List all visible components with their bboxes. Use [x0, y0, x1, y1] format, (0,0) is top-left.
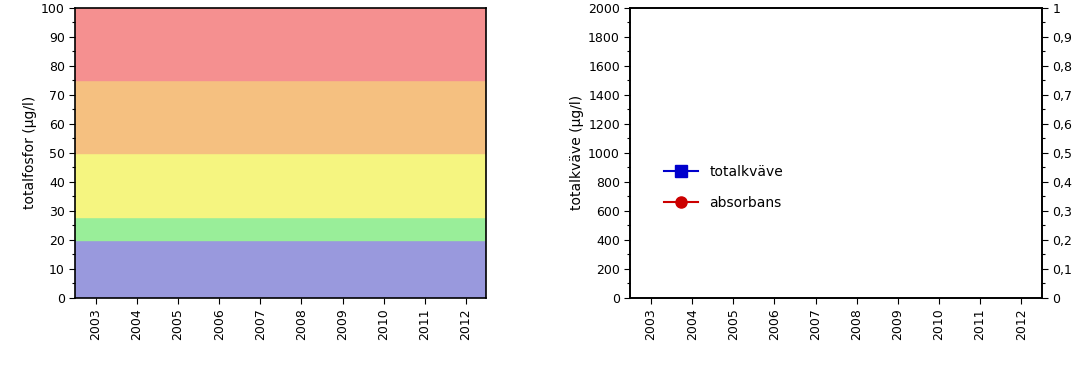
- Y-axis label: totalfosfor (µg/l): totalfosfor (µg/l): [23, 96, 37, 209]
- Bar: [75, 153, 487, 217]
- Legend: totalkväve, absorbans: totalkväve, absorbans: [658, 160, 788, 215]
- Y-axis label: totalkväve (µg/l): totalkväve (µg/l): [570, 95, 584, 210]
- Bar: [75, 80, 487, 153]
- Bar: [75, 217, 487, 240]
- Bar: [75, 240, 487, 298]
- Bar: [75, 8, 487, 80]
